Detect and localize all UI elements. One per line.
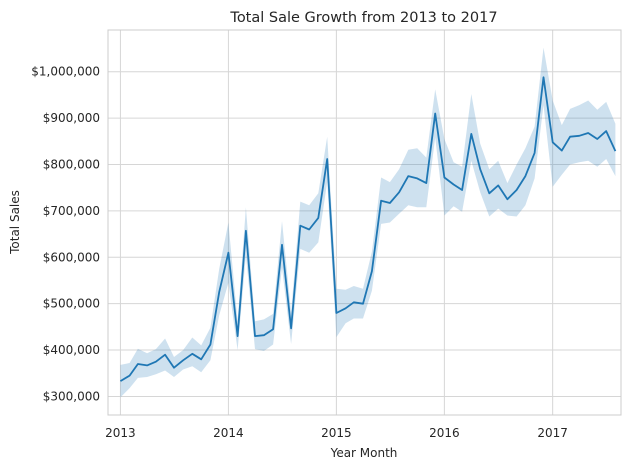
plot-frame (107, 29, 622, 416)
y-tick-label: $300,000 (43, 389, 100, 403)
tick-labels: $300,000 $400,000 $500,000 $600,000 $700,000… (31, 65, 568, 440)
x-tick-label: 2016 (429, 426, 460, 440)
y-tick-label: $500,000 (43, 297, 100, 311)
y-axis-label: Total Sales (8, 190, 22, 255)
x-tick-label: 2017 (537, 426, 568, 440)
x-axis-label: Year Month (330, 446, 398, 460)
y-tick-label: $800,000 (43, 158, 100, 172)
y-tick-label: $1,000,000 (31, 65, 100, 79)
y-tick-label: $400,000 (43, 343, 100, 357)
y-tick-label: $900,000 (43, 111, 100, 125)
y-tick-label: $700,000 (43, 204, 100, 218)
total-sales-line (119, 76, 617, 382)
chart-title: Total Sale Growth from 2013 to 2017 (229, 10, 497, 26)
x-tick-label: 2015 (321, 426, 352, 440)
grid-lines (108, 30, 621, 415)
x-tick-label: 2013 (105, 426, 136, 440)
x-tick-label: 2014 (213, 426, 244, 440)
y-tick-label: $600,000 (43, 250, 100, 264)
